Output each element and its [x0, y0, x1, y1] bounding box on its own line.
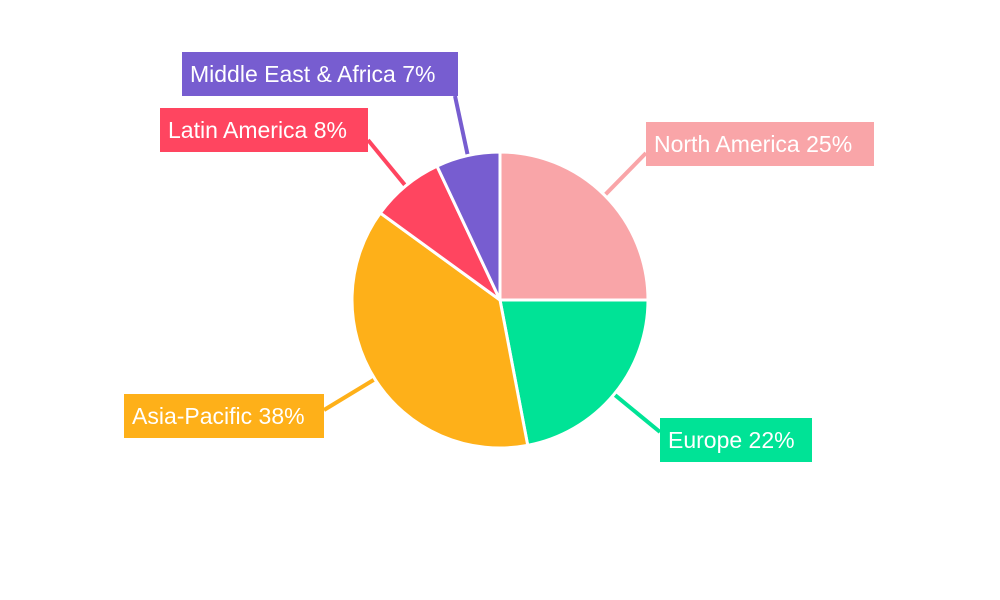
pie-slice-middle-east-africa — [434, 150, 502, 301]
data-label-latin-america: Latin America 8% — [160, 108, 368, 152]
leader-line-asia-pacific — [322, 372, 385, 412]
pie-slice-asia-pacific — [350, 210, 530, 450]
pie-slice-north-america — [498, 150, 650, 302]
data-label-north-america: North America 25% — [646, 122, 874, 166]
data-label-asia-pacific: Asia-Pacific 38% — [124, 394, 324, 438]
data-label-middle-east-africa: Middle East & Africa 7% — [182, 52, 458, 96]
data-label-europe: Europe 22% — [660, 418, 812, 462]
leader-line-north-america — [596, 151, 648, 204]
leader-line-middle-east-africa — [453, 95, 472, 166]
leader-line-europe — [605, 386, 662, 434]
pie-slice-europe — [498, 298, 650, 448]
